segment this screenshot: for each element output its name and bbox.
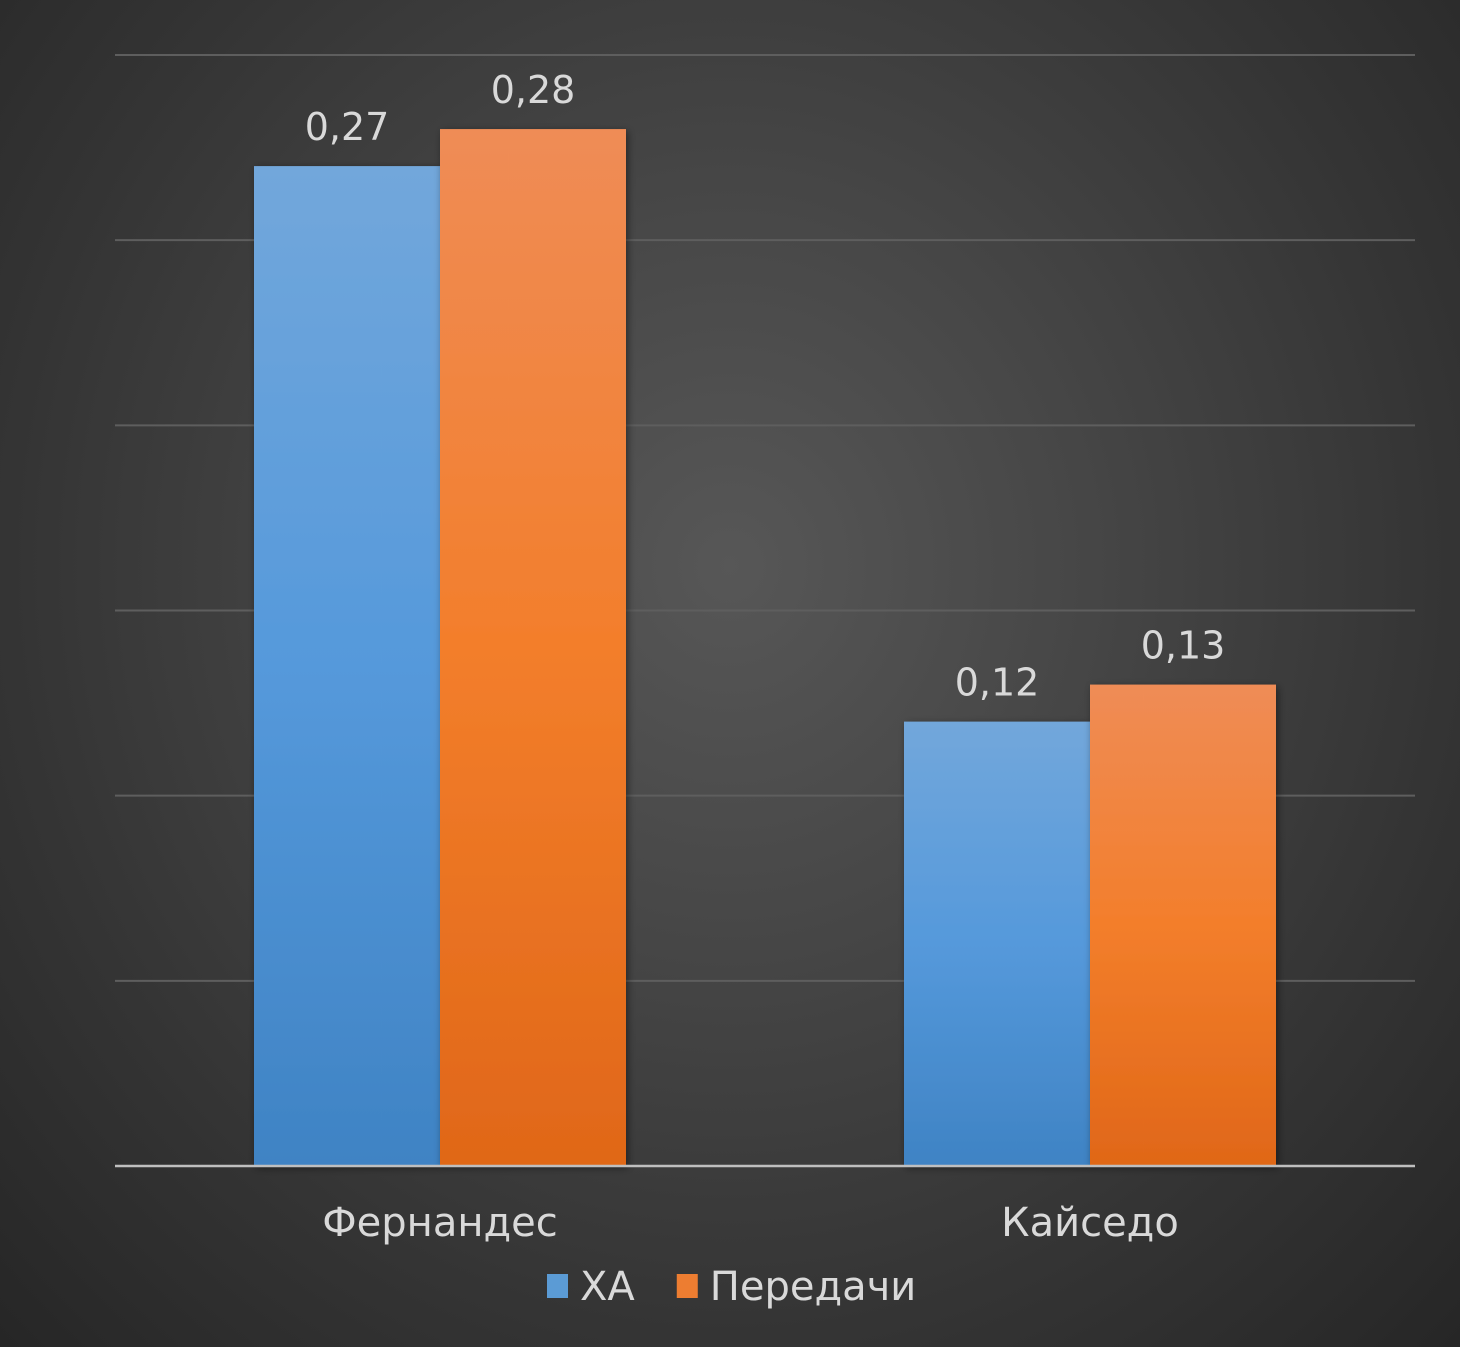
legend-label: Передачи: [710, 1264, 916, 1310]
category-label: Фернандес: [322, 1200, 558, 1246]
legend-swatch: [676, 1274, 698, 1298]
bar-xa-0: [254, 166, 440, 1167]
category-labels: Фернандес Кайседо: [322, 1200, 1179, 1246]
legend: ХА Передачи: [547, 1264, 916, 1310]
data-label: 0,12: [955, 661, 1040, 705]
data-label: 0,28: [491, 68, 576, 112]
legend-label: ХА: [580, 1264, 635, 1310]
bar-xa-1: [904, 721, 1090, 1166]
bar-peredachi-0: [440, 129, 626, 1167]
data-label: 0,13: [1141, 624, 1226, 668]
category-label: Кайседо: [1001, 1200, 1179, 1246]
bar-peredachi-1: [1090, 684, 1276, 1166]
data-label: 0,27: [305, 105, 390, 149]
legend-swatch: [547, 1274, 568, 1298]
data-labels: 0,27 0,28 0,12 0,13: [305, 68, 1226, 705]
bars: [254, 129, 1276, 1167]
